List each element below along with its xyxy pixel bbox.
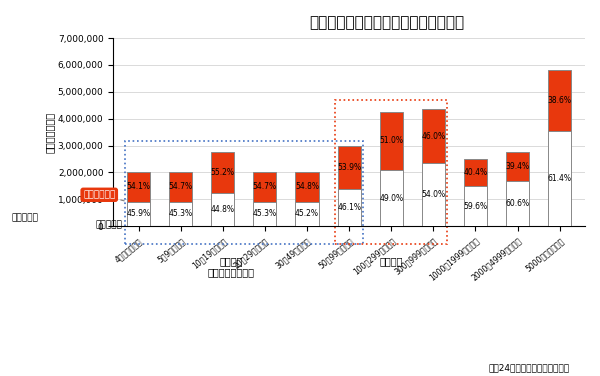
Text: 45.9%: 45.9% [127,209,151,218]
Text: 55.2%: 55.2% [211,168,235,177]
Bar [506,181,529,226]
Title: 企業規模別・地域別の雇用者数の割合: 企業規模別・地域別の雇用者数の割合 [310,15,464,30]
Text: 54.1%: 54.1% [127,182,151,191]
Text: 中小企業
（製造業の場合）: 中小企業 （製造業の場合） [208,256,254,277]
Bar [548,130,571,226]
Bar [253,202,277,226]
Text: 中堅企業: 中堅企業 [379,256,403,266]
Bar [338,146,361,189]
Bar [380,170,403,226]
Text: 39.4%: 39.4% [506,162,530,171]
Text: 60.6%: 60.6% [506,199,530,208]
Bar [422,163,445,226]
Bar [127,173,150,202]
Bar [295,202,319,226]
Bar [464,186,487,226]
Bar [211,193,235,226]
Text: 46.1%: 46.1% [337,203,361,212]
Text: 54.7%: 54.7% [169,182,193,191]
Bar [422,109,445,163]
Text: 51.0%: 51.0% [379,136,403,146]
Bar [253,172,277,202]
Bar [380,112,403,170]
Text: 61.4%: 61.4% [548,174,572,183]
Bar [548,70,571,130]
Text: 49.0%: 49.0% [379,194,403,203]
Text: 53.9%: 53.9% [337,163,361,172]
Text: 45.3%: 45.3% [169,209,193,218]
Bar [506,152,529,181]
Text: 40.4%: 40.4% [463,168,488,177]
Text: 45.2%: 45.2% [295,209,319,218]
Bar [338,189,361,226]
Bar [464,159,487,186]
Text: 59.6%: 59.6% [463,202,488,211]
Text: 54.7%: 54.7% [253,182,277,191]
Text: 44.8%: 44.8% [211,205,235,214]
Text: 46.0%: 46.0% [421,132,445,141]
Bar [127,202,150,226]
Text: 三大都市圏外: 三大都市圏外 [83,190,124,201]
Bar [169,172,192,202]
Text: 三大都市圏: 三大都市圏 [95,220,122,229]
Text: 平成24年経済センサスより作成: 平成24年経済センサスより作成 [489,363,570,372]
Bar [295,172,319,202]
Bar [169,202,192,226]
Text: 54.0%: 54.0% [421,190,445,199]
Text: 38.6%: 38.6% [548,96,572,105]
Y-axis label: （雇用数：人）: （雇用数：人） [45,112,55,153]
Text: 45.3%: 45.3% [253,209,277,218]
Text: 三大都市圏: 三大都市圏 [12,214,39,223]
Bar [211,152,235,193]
Text: 54.8%: 54.8% [295,182,319,191]
